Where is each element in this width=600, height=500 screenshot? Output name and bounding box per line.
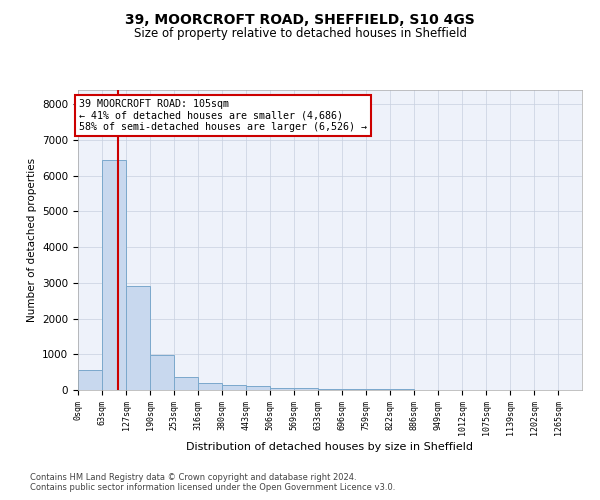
Text: 39, MOORCROFT ROAD, SHEFFIELD, S10 4GS: 39, MOORCROFT ROAD, SHEFFIELD, S10 4GS xyxy=(125,12,475,26)
Text: Contains HM Land Registry data © Crown copyright and database right 2024.: Contains HM Land Registry data © Crown c… xyxy=(30,472,356,482)
Text: Contains public sector information licensed under the Open Government Licence v3: Contains public sector information licen… xyxy=(30,484,395,492)
Bar xyxy=(318,389,342,390)
Bar xyxy=(294,388,318,390)
Bar xyxy=(222,386,246,390)
Text: Size of property relative to detached houses in Sheffield: Size of property relative to detached ho… xyxy=(133,28,467,40)
Text: 39 MOORCROFT ROAD: 105sqm
← 41% of detached houses are smaller (4,686)
58% of se: 39 MOORCROFT ROAD: 105sqm ← 41% of detac… xyxy=(79,99,367,132)
Bar xyxy=(342,389,366,390)
Bar xyxy=(246,386,270,390)
Bar xyxy=(126,286,150,390)
Bar xyxy=(150,355,174,390)
Bar xyxy=(198,383,222,390)
Y-axis label: Number of detached properties: Number of detached properties xyxy=(26,158,37,322)
Bar xyxy=(270,388,294,390)
Bar xyxy=(102,160,126,390)
Bar xyxy=(174,377,198,390)
Text: Distribution of detached houses by size in Sheffield: Distribution of detached houses by size … xyxy=(187,442,473,452)
Bar xyxy=(78,370,102,390)
